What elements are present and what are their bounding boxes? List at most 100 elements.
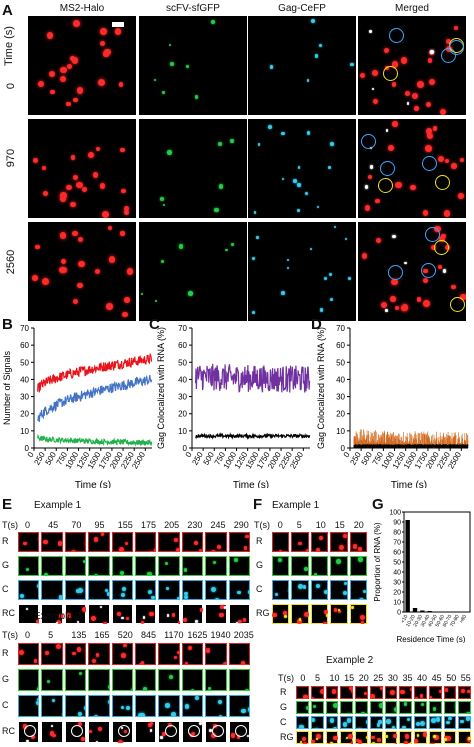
spot (459, 157, 465, 163)
frame-border (41, 643, 63, 665)
x-tick-label: 10-20 (405, 614, 417, 628)
spot (278, 549, 283, 552)
series-bar (400, 444, 402, 448)
frame-cell (310, 532, 329, 552)
spot (358, 597, 364, 600)
spot (344, 238, 347, 241)
spot (84, 541, 87, 547)
e-example1-title: Example 1 (34, 500, 82, 511)
frame-cell (111, 721, 134, 743)
spot (69, 56, 75, 62)
highlight-ring (450, 296, 465, 312)
spot (426, 128, 432, 134)
frame-cell (135, 532, 157, 552)
frame-cell (310, 731, 324, 744)
channel-strip (18, 556, 251, 576)
spot (50, 89, 55, 95)
frame-cell (135, 580, 157, 600)
series-bar (426, 445, 427, 448)
frame-cell (205, 721, 227, 743)
spot (37, 583, 40, 589)
spot (377, 723, 381, 727)
series-bar (431, 444, 433, 448)
series-bar (464, 444, 465, 448)
spot (368, 29, 372, 33)
spot (52, 733, 57, 738)
series-bar (402, 440, 404, 448)
e-ex1-time-label: T(s) (2, 520, 18, 530)
spot (46, 32, 54, 39)
series-bar (368, 444, 370, 448)
series-bar (383, 432, 385, 448)
bar (412, 608, 418, 612)
frame-cell (158, 580, 180, 600)
series-bar (435, 439, 437, 448)
series-bar (415, 444, 416, 448)
channel-label: G (280, 701, 288, 712)
channel-strip (18, 604, 251, 624)
micrograph-scfv-0 (139, 16, 247, 115)
frame-border (272, 580, 290, 600)
spot (438, 264, 443, 269)
series-bar (420, 431, 422, 448)
frame-cell (111, 695, 134, 717)
series-bar (371, 433, 372, 448)
series-bar (427, 431, 429, 448)
series-bar (381, 444, 382, 448)
series-bar (373, 431, 375, 448)
spot (342, 591, 347, 596)
series-bar (416, 434, 418, 448)
e-example2-title: Example 2 (34, 611, 82, 622)
spot (121, 188, 126, 194)
spot (107, 225, 113, 231)
channel-label: RC (2, 726, 15, 736)
spot (422, 278, 428, 284)
series-bar (430, 444, 431, 448)
frame-cell (41, 556, 63, 576)
series-bar (366, 444, 367, 448)
frame-cell (310, 716, 324, 729)
series-bar (425, 444, 427, 448)
series-bar (385, 444, 386, 448)
spot (360, 615, 365, 620)
series-bar (382, 431, 383, 448)
spot (411, 93, 418, 100)
channel-label: G (2, 674, 10, 684)
x-axis-label: Time (s) (75, 480, 111, 488)
series-bar (399, 440, 401, 448)
series-bar (424, 433, 426, 448)
highlight-ring (378, 178, 394, 194)
time-label: 55 (460, 673, 471, 683)
spot (468, 737, 471, 741)
frame-cell (88, 669, 110, 691)
row-label-0: 0 (5, 82, 17, 90)
series-bar (363, 430, 365, 448)
highlight-ring (382, 66, 398, 82)
spot (90, 615, 96, 621)
frame-border (18, 580, 40, 600)
spot (107, 700, 110, 705)
series-bar (465, 444, 467, 448)
frame-border (18, 532, 40, 552)
y-tick-label: 0 (25, 444, 30, 453)
series-bar (433, 434, 435, 448)
highlight-ring (361, 133, 377, 149)
series-bar (422, 444, 423, 448)
spot (184, 591, 188, 596)
spot (272, 613, 277, 618)
spot (162, 91, 166, 95)
spot (297, 583, 303, 589)
spot (182, 617, 188, 623)
spot (338, 545, 344, 551)
frame-cell (228, 556, 251, 576)
y-tick-label: 60 (20, 341, 29, 350)
channel-strip (18, 532, 251, 552)
series-bar (378, 444, 379, 448)
series-bar (372, 432, 373, 448)
series-bar (415, 444, 417, 448)
series-bar (421, 444, 422, 448)
spot (434, 734, 439, 740)
spot (66, 184, 72, 190)
frame-border (181, 721, 204, 743)
spot (117, 612, 121, 617)
